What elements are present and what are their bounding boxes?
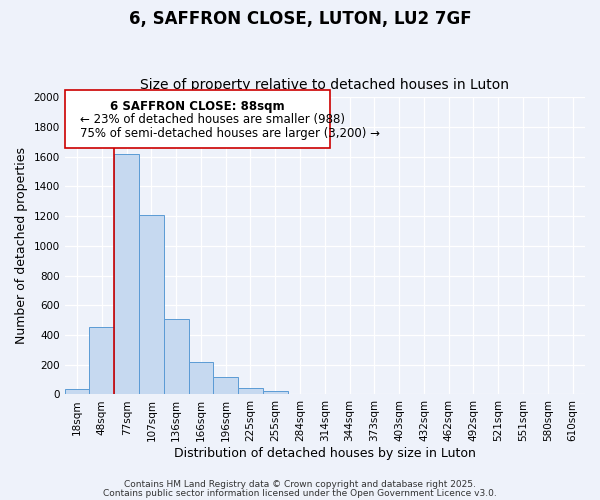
Bar — [164, 318, 188, 394]
Bar — [214, 378, 238, 394]
Text: Contains public sector information licensed under the Open Government Licence v3: Contains public sector information licen… — [103, 488, 497, 498]
Text: 75% of semi-detached houses are larger (3,200) →: 75% of semi-detached houses are larger (… — [80, 127, 380, 140]
Text: ← 23% of detached houses are smaller (988): ← 23% of detached houses are smaller (98… — [80, 113, 345, 126]
Title: Size of property relative to detached houses in Luton: Size of property relative to detached ho… — [140, 78, 509, 92]
Bar — [188, 362, 214, 394]
X-axis label: Distribution of detached houses by size in Luton: Distribution of detached houses by size … — [174, 447, 476, 460]
Bar — [114, 154, 139, 394]
Bar — [263, 392, 287, 394]
Text: 6 SAFFRON CLOSE: 88sqm: 6 SAFFRON CLOSE: 88sqm — [110, 100, 284, 114]
Bar — [89, 327, 114, 394]
Text: Contains HM Land Registry data © Crown copyright and database right 2025.: Contains HM Land Registry data © Crown c… — [124, 480, 476, 489]
Bar — [139, 214, 164, 394]
FancyBboxPatch shape — [65, 90, 330, 148]
Bar — [65, 390, 89, 394]
Text: 6, SAFFRON CLOSE, LUTON, LU2 7GF: 6, SAFFRON CLOSE, LUTON, LU2 7GF — [128, 10, 472, 28]
Bar — [238, 388, 263, 394]
Y-axis label: Number of detached properties: Number of detached properties — [15, 148, 28, 344]
